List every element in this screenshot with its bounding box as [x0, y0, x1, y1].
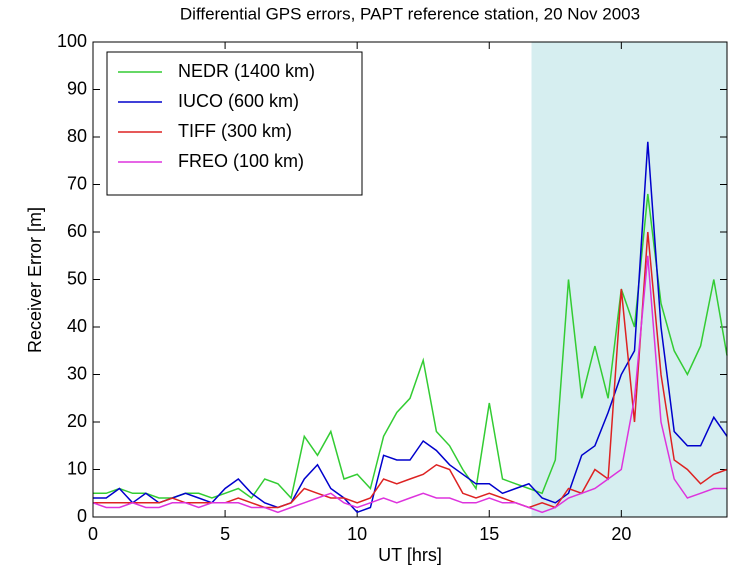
- plot-frame: [92, 41, 728, 518]
- y-tick-label: 50: [67, 268, 87, 288]
- series-line: [93, 141, 728, 514]
- x-tick-label: 10: [347, 524, 367, 544]
- shaded-region: [531, 42, 727, 517]
- x-tick-label: 5: [220, 524, 230, 544]
- x-axis-label: UT [hrs]: [378, 545, 442, 565]
- legend-label: IUCO (600 km): [178, 91, 299, 111]
- y-tick-label: 70: [67, 173, 87, 193]
- y-tick-label: 80: [67, 126, 87, 146]
- legend-box: [106, 51, 363, 196]
- y-tick-label: 60: [67, 221, 87, 241]
- y-tick-label: 20: [67, 411, 87, 431]
- y-tick-label: 30: [67, 363, 87, 383]
- legend-label: NEDR (1400 km): [178, 61, 315, 81]
- series-line: [93, 231, 728, 509]
- y-tick-label: 10: [67, 458, 87, 478]
- y-tick-label: 100: [57, 31, 87, 51]
- y-tick-label: 0: [77, 506, 87, 526]
- legend-label: TIFF (300 km): [178, 121, 292, 141]
- y-tick-label: 90: [67, 78, 87, 98]
- y-axis-label: Receiver Error [m]: [25, 207, 45, 353]
- legend-label: FREO (100 km): [178, 151, 304, 171]
- x-tick-label: 0: [88, 524, 98, 544]
- series-line: [92, 255, 727, 514]
- y-tick-label: 40: [67, 316, 87, 336]
- x-tick-label: 15: [479, 524, 499, 544]
- x-tick-label: 20: [611, 524, 631, 544]
- chart-title: Differential GPS errors, PAPT reference …: [180, 4, 640, 23]
